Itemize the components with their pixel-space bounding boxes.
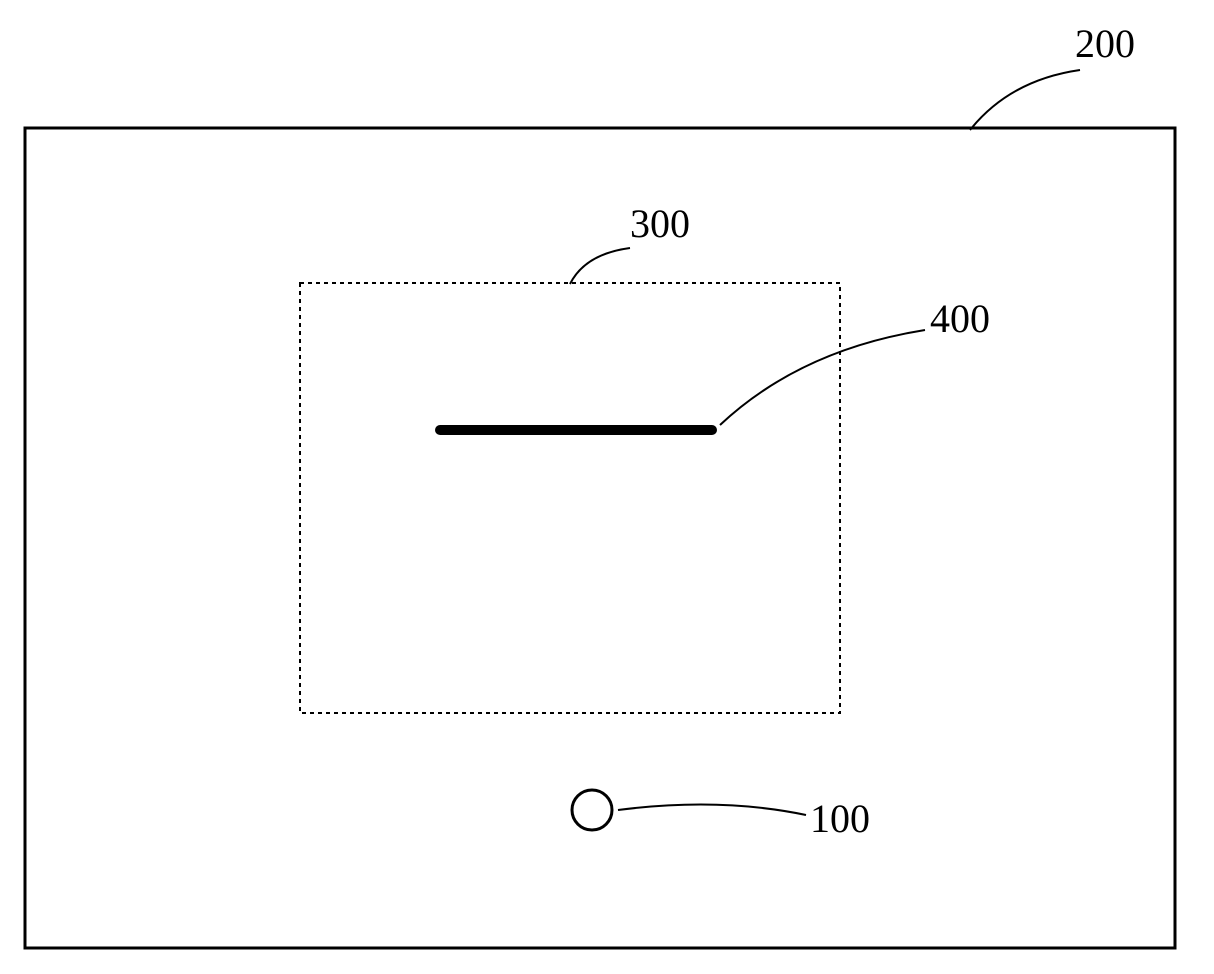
label-400: 400 [930, 295, 990, 342]
label-300: 300 [630, 200, 690, 247]
diagram-svg [0, 0, 1214, 974]
leader-300 [570, 248, 630, 284]
label-200: 200 [1075, 20, 1135, 67]
inner-dashed-rect [300, 283, 840, 713]
leader-400 [720, 330, 925, 425]
diagram-canvas: 200 300 400 100 [0, 0, 1214, 974]
outer-rect [25, 128, 1175, 948]
leader-200 [970, 70, 1080, 130]
leader-100 [618, 805, 806, 815]
small-circle [572, 790, 612, 830]
label-100: 100 [810, 795, 870, 842]
